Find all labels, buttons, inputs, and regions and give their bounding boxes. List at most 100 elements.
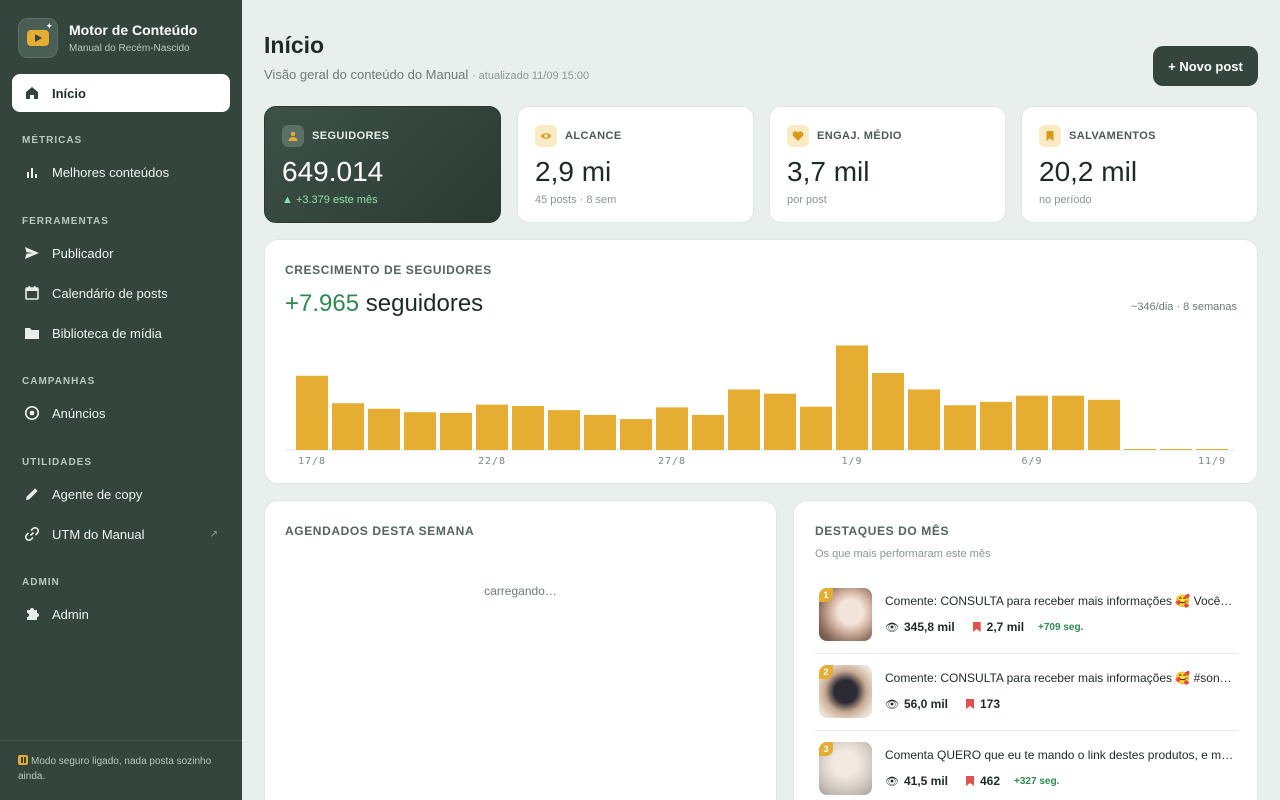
stat-card-alcance: ALCANCE 2,9 mi 45 posts · 8 sem	[517, 106, 754, 223]
chart-bar[interactable]	[728, 389, 760, 451]
chart-bar[interactable]	[656, 407, 688, 450]
new-post-button[interactable]: + Novo post	[1153, 46, 1258, 86]
brand[interactable]: ✦ Motor de Conteúdo Manual do Recém-Nasc…	[18, 18, 197, 58]
stat-foot: por post	[787, 194, 827, 206]
rank-badge: 2	[819, 665, 833, 679]
list-item[interactable]: 2 Comente: CONSULTA para receber mais in…	[815, 654, 1238, 731]
stat-foot: no período	[1039, 194, 1092, 206]
stat-card-seguidores: SEGUIDORES 649.014 ▲ +3.379 este mês	[264, 106, 501, 223]
eye-icon	[535, 125, 557, 147]
growth-label: CRESCIMENTO DE SEGUIDORES	[285, 263, 492, 277]
scheduled-label: AGENDADOS DESTA SEMANA	[285, 524, 475, 538]
stat-foot: 45 posts · 8 sem	[535, 194, 617, 206]
list-item[interactable]: 1 Comente: CONSULTA para receber mais in…	[815, 577, 1238, 654]
chart-bar[interactable]	[980, 401, 1012, 450]
bookmark-icon	[966, 776, 974, 786]
chart-bar[interactable]	[404, 412, 436, 450]
sidebar-item-calendario[interactable]: Calendário de posts	[12, 276, 230, 310]
pause-icon	[18, 755, 28, 765]
sidebar-item-label: Biblioteca de mídia	[52, 325, 162, 341]
growth-rate: ~346/dia · 8 semanas	[1130, 301, 1237, 313]
sidebar-item-label: Início	[52, 85, 86, 101]
chart-bar[interactable]	[512, 406, 544, 450]
chart-tick-label: 22/8	[478, 456, 506, 467]
sidebar-item-utm[interactable]: UTM do Manual ↗	[12, 517, 230, 551]
loading-text: carregando…	[484, 584, 557, 598]
chart-bar[interactable]	[1088, 399, 1120, 450]
growth-total-suffix: seguidores	[365, 290, 484, 317]
chart-bar[interactable]	[584, 414, 616, 450]
chart-bar[interactable]	[1052, 395, 1084, 450]
folder-icon	[24, 325, 40, 341]
home-icon	[24, 85, 40, 101]
chart-bar[interactable]	[476, 404, 508, 450]
bookmark-icon	[966, 699, 974, 709]
sidebar-item-melhores-conteudos[interactable]: Melhores conteúdos	[12, 155, 230, 189]
puzzle-icon	[24, 606, 40, 622]
chart-bar[interactable]	[1124, 449, 1156, 450]
chart-bar[interactable]	[1160, 449, 1192, 450]
users-icon	[282, 125, 304, 147]
chart-bar[interactable]	[800, 406, 832, 450]
post-stats: 👁 56,0 mil 173	[885, 697, 1014, 711]
post-views: 56,0 mil	[903, 697, 948, 711]
external-link-icon: ↗	[209, 528, 218, 540]
brand-logo-icon: ✦	[18, 18, 58, 58]
sidebar-item-label: Melhores conteúdos	[52, 164, 170, 180]
post-thumbnail: 3	[819, 742, 872, 795]
sidebar-item-biblioteca[interactable]: Biblioteca de mídia	[12, 316, 230, 350]
stat-value: 3,7 mil	[787, 156, 870, 187]
brand-subtitle: Manual do Recém-Nascido	[69, 43, 190, 54]
bookmark-icon	[1039, 125, 1061, 147]
chart-bar[interactable]	[836, 345, 868, 451]
post-title: Comenta QUERO que eu te mando o link des…	[885, 748, 1235, 762]
chart-bar[interactable]	[692, 414, 724, 450]
post-saves: 173	[980, 697, 1001, 711]
highlights-card: DESTAQUES DO MÊS Os que mais performaram…	[793, 500, 1258, 800]
list-item[interactable]: 3 Comenta QUERO que eu te mando o link d…	[815, 731, 1238, 800]
chart-tick-label: 27/8	[658, 456, 686, 467]
post-views: 41,5 mil	[903, 774, 948, 788]
chart-tick-label: 6/9	[1021, 456, 1042, 467]
sidebar-item-label: Agente de copy	[52, 486, 143, 502]
pencil-icon	[24, 486, 40, 502]
growth-total: +7.965 seguidores	[285, 290, 483, 318]
chart-bar[interactable]	[296, 375, 328, 450]
chart-bar[interactable]	[548, 410, 580, 450]
chart-bar[interactable]	[440, 412, 472, 450]
rank-badge: 3	[819, 742, 833, 756]
sidebar-item-publicador[interactable]: Publicador	[12, 236, 230, 270]
sidebar-item-inicio[interactable]: Início	[12, 74, 230, 112]
stat-value: 2,9 mi	[535, 156, 612, 187]
stat-value: 649.014	[282, 156, 384, 187]
nav-section-admin: ADMIN	[22, 577, 60, 588]
sidebar-item-anuncios[interactable]: Anúncios	[12, 396, 230, 430]
chart-tick-label: 11/9	[1198, 456, 1226, 467]
stat-card-engajamento: ENGAJ. MÉDIO 3,7 mil por post	[769, 106, 1006, 223]
chart-bar[interactable]	[1016, 395, 1048, 450]
chart-bar[interactable]	[872, 373, 904, 450]
follower-growth-card: CRESCIMENTO DE SEGUIDORES +7.965 seguido…	[264, 239, 1258, 484]
chart-bar[interactable]	[1196, 449, 1228, 450]
sidebar-item-agente-de-copy[interactable]: Agente de copy	[12, 477, 230, 511]
nav-section-metricas: MÉTRICAS	[22, 135, 83, 146]
sidebar-item-admin[interactable]: Admin	[12, 597, 230, 631]
stat-label: SEGUIDORES	[312, 130, 390, 142]
link-icon	[24, 526, 40, 542]
chart-tick-label: 1/9	[841, 456, 862, 467]
chart-tick-label: 17/8	[298, 456, 326, 467]
highlights-label: DESTAQUES DO MÊS	[815, 524, 950, 538]
post-saves: 2,7 mil	[986, 620, 1025, 634]
page-title: Início	[264, 32, 325, 58]
chart-bar[interactable]	[620, 419, 652, 450]
sidebar-item-label: Publicador	[52, 245, 114, 261]
sidebar: ✦ Motor de Conteúdo Manual do Recém-Nasc…	[0, 0, 242, 800]
chart-bar[interactable]	[764, 393, 796, 450]
safe-mode-notice: Modo seguro ligado, nada posta sozinho a…	[0, 740, 242, 800]
eye-icon: 👁	[885, 775, 899, 788]
sidebar-item-label: UTM do Manual	[52, 526, 145, 542]
chart-bar[interactable]	[908, 389, 940, 451]
chart-bar[interactable]	[944, 405, 976, 450]
chart-bar[interactable]	[332, 403, 364, 450]
chart-bar[interactable]	[368, 408, 400, 450]
